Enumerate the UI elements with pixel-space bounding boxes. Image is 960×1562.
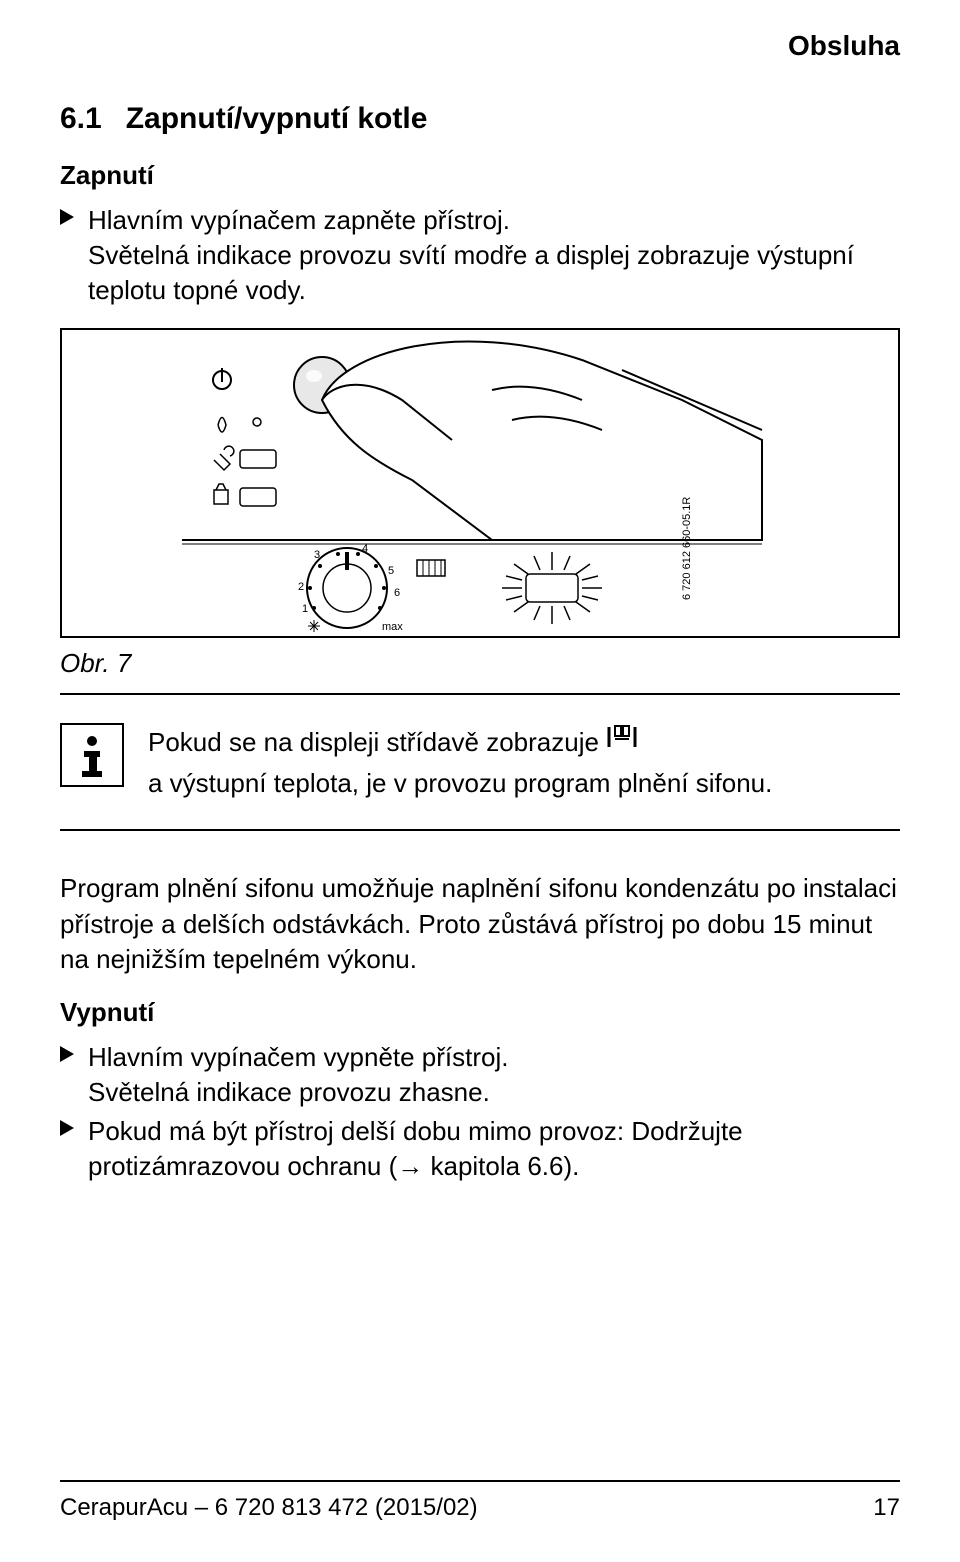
dial-label-4: 4 (362, 543, 368, 555)
dial-label-6: 6 (394, 587, 400, 599)
footer-left: CerapurAcu – 6 720 813 472 (2015/02) (60, 1494, 478, 1522)
display-starburst-icon (502, 552, 602, 624)
info-text-b: a výstupní teplota, je v provozu program… (148, 766, 772, 801)
bullet-text-cont: Světelná indikace provozu svítí modře a … (88, 240, 854, 305)
subheading-zapnuti: Zapnutí (60, 160, 900, 191)
body-para-1: Program plnění sifonu umožňuje naplnění … (60, 871, 900, 976)
triangle-bullet-icon (60, 1046, 76, 1062)
bullet-text-cont: Světelná indikace provozu zhasne. (88, 1077, 490, 1107)
dial-label-2: 2 (298, 581, 304, 593)
section-title: 6.1 Zapnutí/vypnutí kotle (60, 102, 900, 136)
dial-label-max: max (382, 621, 403, 633)
page-header-title: Obsluha (60, 30, 900, 62)
icon-column (213, 368, 276, 506)
radiator-icon (417, 560, 445, 576)
info-icon (60, 723, 124, 787)
info-text-a: Pokud se na displeji střídavě zobrazuje (148, 725, 599, 760)
bullet-text: Hlavním vypínačem vypněte přístroj. (88, 1042, 509, 1072)
bullet-vypnuti-1: Hlavním vypínačem vypněte přístroj. Svět… (60, 1040, 900, 1110)
section-title-text: Zapnutí/vypnutí kotle (126, 102, 428, 135)
dial-label-1: 1 (302, 603, 308, 615)
dial-label-5: 5 (388, 565, 394, 577)
figure-side-code: 6 720 612 660-05.1R (681, 497, 693, 600)
info-text: Pokud se na displeji střídavě zobrazuje … (148, 723, 900, 801)
bullet-text: Pokud má být přístroj delší dobu mimo pr… (88, 1116, 743, 1181)
figure-caption: Obr. 7 (60, 648, 900, 679)
bullet-zapnuti-1: Hlavním vypínačem zapněte přístroj. Svět… (60, 203, 900, 308)
siphon-symbol-icon (605, 723, 639, 760)
subheading-vypnuti: Vypnutí (60, 997, 900, 1028)
info-block: Pokud se na displeji střídavě zobrazuje … (60, 693, 900, 831)
figure-7-svg: 1 2 3 4 5 6 max (62, 330, 898, 636)
dial-label-3: 3 (314, 549, 320, 561)
hand-icon (322, 342, 762, 541)
bullet-text: Hlavním vypínačem zapněte přístroj. (88, 205, 510, 235)
page-footer: CerapurAcu – 6 720 813 472 (2015/02) 17 (60, 1480, 900, 1522)
bullet-vypnuti-2: Pokud má být přístroj delší dobu mimo pr… (60, 1114, 900, 1184)
triangle-bullet-icon (60, 209, 76, 225)
section-number: 6.1 (60, 102, 102, 135)
triangle-bullet-icon (60, 1120, 76, 1136)
footer-page-number: 17 (873, 1494, 900, 1522)
figure-7: 1 2 3 4 5 6 max (60, 328, 900, 638)
